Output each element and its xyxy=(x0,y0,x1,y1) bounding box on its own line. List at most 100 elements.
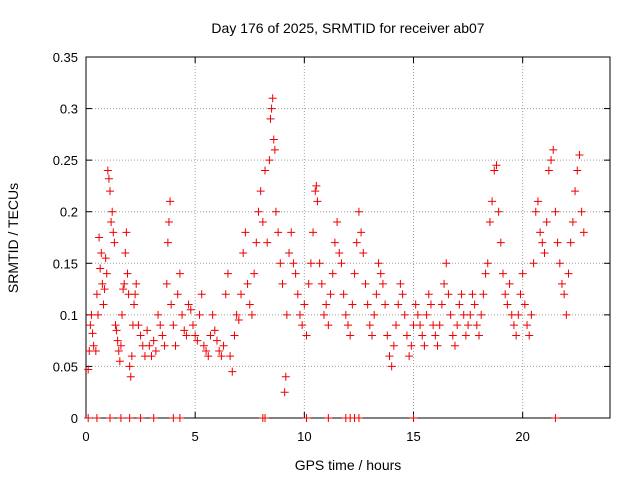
data-point xyxy=(247,310,256,319)
data-point xyxy=(97,248,106,257)
data-point xyxy=(335,248,344,257)
data-point xyxy=(416,321,425,330)
data-point xyxy=(398,290,407,299)
data-point xyxy=(164,218,173,227)
data-point xyxy=(195,310,204,319)
data-point xyxy=(354,207,363,216)
data-point xyxy=(167,300,176,309)
data-point xyxy=(125,414,134,422)
data-point xyxy=(516,290,525,299)
data-point xyxy=(562,310,571,319)
data-point xyxy=(154,310,163,319)
data-point xyxy=(457,290,466,299)
data-point xyxy=(387,362,396,371)
data-point xyxy=(523,321,532,330)
data-point xyxy=(92,290,101,299)
data-point xyxy=(175,269,184,278)
data-point xyxy=(108,207,117,216)
data-point xyxy=(282,310,291,319)
data-point xyxy=(488,197,497,206)
data-point xyxy=(221,290,230,299)
data-point xyxy=(136,414,145,422)
data-point xyxy=(239,248,248,257)
data-point xyxy=(330,238,339,247)
data-point xyxy=(549,145,558,154)
data-point xyxy=(564,269,573,278)
data-point xyxy=(191,331,200,340)
data-point xyxy=(571,187,580,196)
data-point xyxy=(89,341,98,350)
data-point xyxy=(319,310,328,319)
data-point xyxy=(182,331,191,340)
data-point xyxy=(322,300,331,309)
data-point xyxy=(383,331,392,340)
data-point xyxy=(156,321,165,330)
data-point xyxy=(180,326,189,335)
data-point xyxy=(553,238,562,247)
data-point xyxy=(285,248,294,257)
data-point xyxy=(577,207,586,216)
y-tick-label: 0.05 xyxy=(53,359,78,374)
data-point xyxy=(86,321,95,330)
data-point xyxy=(243,279,252,288)
data-point xyxy=(252,238,261,247)
data-point xyxy=(130,300,139,309)
data-point xyxy=(422,310,431,319)
data-point xyxy=(106,187,115,196)
data-point xyxy=(289,259,298,268)
data-point xyxy=(309,228,318,237)
data-point xyxy=(442,259,451,268)
data-point xyxy=(134,321,143,330)
data-point xyxy=(477,310,486,319)
data-point xyxy=(204,352,213,361)
y-tick-label: 0.1 xyxy=(60,308,78,323)
data-point xyxy=(485,218,494,227)
data-point xyxy=(413,310,422,319)
data-point xyxy=(256,187,265,196)
data-point xyxy=(132,279,141,288)
data-point xyxy=(101,254,110,263)
data-point xyxy=(499,269,508,278)
data-point xyxy=(295,310,304,319)
data-point xyxy=(505,279,514,288)
data-point xyxy=(245,300,254,309)
data-point xyxy=(494,207,503,216)
data-point xyxy=(173,290,182,299)
data-point xyxy=(223,269,232,278)
data-point xyxy=(433,341,442,350)
data-point xyxy=(324,321,333,330)
data-point xyxy=(91,346,100,355)
data-point xyxy=(175,414,184,422)
data-point xyxy=(464,321,473,330)
data-point xyxy=(461,331,470,340)
data-point xyxy=(455,300,464,309)
data-point xyxy=(291,269,300,278)
data-point xyxy=(121,248,130,257)
data-point xyxy=(402,331,411,340)
data-point xyxy=(232,310,241,319)
data-point xyxy=(341,310,350,319)
data-point xyxy=(188,321,197,330)
data-point xyxy=(448,331,457,340)
data-point xyxy=(143,326,152,335)
data-point xyxy=(122,228,131,237)
data-point xyxy=(109,228,118,237)
data-point xyxy=(573,166,582,175)
data-point xyxy=(254,207,263,216)
data-point xyxy=(114,346,123,355)
data-point xyxy=(241,228,250,237)
data-point xyxy=(381,300,390,309)
data-point xyxy=(312,181,321,190)
data-point xyxy=(346,331,355,340)
data-point xyxy=(317,279,326,288)
data-point xyxy=(125,362,134,371)
data-point xyxy=(115,357,124,366)
data-point xyxy=(99,300,108,309)
data-point xyxy=(118,310,127,319)
data-point xyxy=(339,290,348,299)
data-point xyxy=(186,305,195,314)
data-point xyxy=(151,346,160,355)
data-point xyxy=(363,300,372,309)
data-point xyxy=(468,290,477,299)
